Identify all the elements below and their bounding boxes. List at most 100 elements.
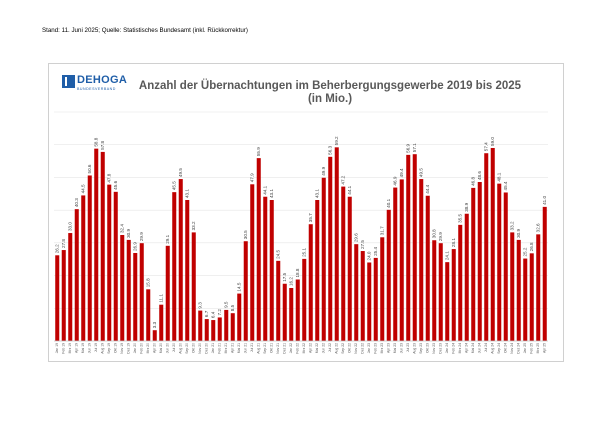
x-tick-label: Apr 22 [309, 343, 313, 353]
data-label: 45.6 [113, 180, 118, 189]
x-tick-label: Feb 23 [374, 343, 378, 354]
x-tick-label: Sep 23 [419, 343, 423, 354]
bar [94, 148, 99, 341]
data-label: 26.8 [529, 242, 534, 251]
x-tick-label: Dez 24 [517, 343, 521, 354]
x-tick-label: Nov 21 [276, 343, 280, 354]
data-label: 25.4 [373, 247, 378, 256]
bar [367, 262, 372, 341]
bar [159, 304, 164, 341]
x-tick-label: Okt 22 [348, 343, 352, 353]
bar [497, 183, 502, 341]
x-tick-label: Dez 19 [127, 343, 131, 354]
bar [172, 192, 177, 341]
x-tick-label: Mai 21 [237, 343, 241, 353]
x-tick-label: Feb 20 [140, 343, 144, 354]
bar [263, 196, 268, 341]
bar [256, 158, 261, 341]
bar [243, 241, 248, 341]
data-label: 32.6 [535, 223, 540, 232]
data-label: 55.9 [256, 147, 261, 156]
bar [126, 239, 131, 341]
bar [198, 310, 203, 341]
x-tick-label: Feb 22 [296, 343, 300, 354]
x-tick-label: Dez 22 [361, 343, 365, 354]
dehoga-logo: DEHOGA BUNDESVERBAND [62, 74, 128, 97]
data-label: 18.8 [295, 268, 300, 277]
bar [360, 251, 365, 341]
x-tick-label: Aug 21 [257, 343, 261, 354]
data-label: 56.9 [405, 143, 410, 152]
data-label: 40.3 [74, 198, 79, 207]
bar [464, 213, 469, 341]
data-label: 57.1 [412, 143, 417, 152]
data-label: 45.5 [171, 181, 176, 190]
bar [211, 320, 216, 341]
bar [308, 224, 313, 341]
data-label: 9.5 [223, 301, 228, 308]
data-label: 9.3 [197, 302, 202, 309]
x-tick-label: Jan 20 [133, 343, 137, 353]
data-label: 44.1 [262, 185, 267, 194]
x-tick-label: Apr 23 [387, 343, 391, 353]
bar [373, 257, 378, 341]
bar [152, 330, 157, 341]
x-tick-label: Okt 24 [504, 343, 508, 353]
x-tick-label: Jun 19 [88, 343, 92, 353]
x-tick-label: Aug 20 [179, 343, 183, 354]
x-tick-label: Dez 21 [283, 343, 287, 354]
bar [510, 232, 515, 341]
data-label: 27.5 [360, 240, 365, 249]
x-tick-label: Mrz 21 [224, 343, 228, 353]
data-label: 50.6 [87, 164, 92, 173]
data-label: 38.9 [464, 202, 469, 211]
x-tick-label: Okt 19 [114, 343, 118, 353]
x-tick-label: Mrz 24 [458, 343, 462, 353]
bar [529, 253, 534, 341]
bar [471, 187, 476, 341]
data-label: 48.6 [477, 171, 482, 180]
bar [74, 209, 79, 341]
x-tick-label: Mai 22 [315, 343, 319, 353]
bar [484, 153, 489, 341]
data-label: 43.1 [269, 189, 274, 198]
data-label: 43.1 [314, 189, 319, 198]
data-label: 41.0 [542, 195, 547, 204]
x-tick-labels: Jan 19 Feb 19 Mrz 19 Apr 19 Mai 19 Jun 19 Jul … [55, 343, 547, 354]
x-tick-label: Nov 19 [120, 343, 124, 354]
data-label: 33.0 [67, 222, 72, 231]
data-label: 3.3 [152, 321, 157, 328]
x-tick-label: Mai 19 [81, 343, 85, 353]
bars [55, 147, 547, 341]
data-label: 30.5 [243, 230, 248, 239]
bar [230, 313, 235, 341]
data-label: 47.8 [106, 173, 111, 182]
x-tick-label: Feb 25 [530, 343, 534, 354]
data-label: 40.1 [386, 198, 391, 207]
x-tick-label: Jun 20 [166, 343, 170, 353]
data-label: 6.7 [204, 310, 209, 317]
x-tick-label: Mrz 19 [68, 343, 72, 353]
bar [399, 179, 404, 341]
source-note: Stand: 11. Juni 2025; Quelle: Statistisc… [42, 27, 248, 34]
bar [393, 187, 398, 341]
data-label: 8.5 [230, 304, 235, 311]
x-tick-label: Feb 21 [218, 343, 222, 354]
data-label: 30.9 [516, 229, 521, 238]
data-label: 56.3 [327, 145, 332, 154]
logo-name: DEHOGA [77, 74, 128, 86]
x-tick-label: Jul 22 [328, 343, 332, 352]
bar [503, 192, 508, 341]
x-tick-label: Mai 20 [159, 343, 163, 353]
bar [315, 200, 320, 341]
data-label: 29.9 [438, 232, 443, 241]
data-label: 16.2 [288, 277, 293, 286]
data-label: 32.4 [119, 224, 124, 233]
dehoga-logo-icon [62, 75, 75, 88]
x-tick-label: Sep 20 [185, 343, 189, 354]
x-tick-label: Mrz 20 [146, 343, 150, 353]
data-label: 35.5 [457, 213, 462, 222]
bar [516, 239, 521, 341]
x-tick-label: Jul 23 [406, 343, 410, 352]
x-tick-label: Mrz 23 [380, 343, 384, 353]
